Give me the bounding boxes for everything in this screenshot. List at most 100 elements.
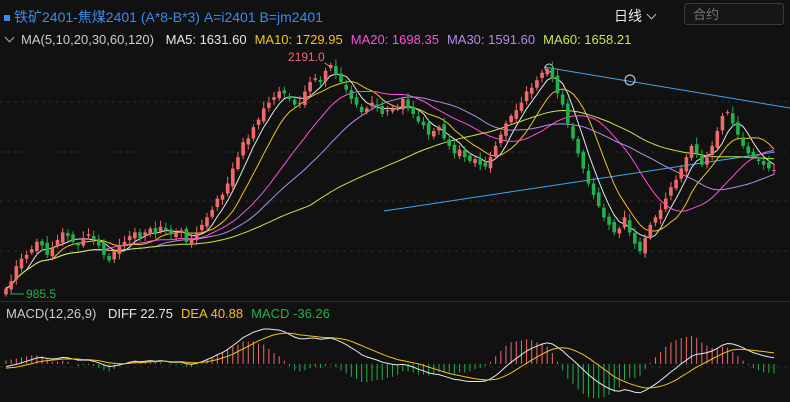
candle-body	[318, 79, 323, 83]
candle-body	[736, 122, 740, 135]
candle-body	[4, 288, 8, 295]
candle-body	[658, 209, 663, 220]
ma5-line	[5, 73, 775, 290]
candle-body	[40, 241, 44, 246]
candle-body	[684, 157, 689, 172]
candle-body	[385, 110, 390, 112]
candle-body	[127, 236, 132, 241]
candle-body	[220, 194, 225, 200]
candle-body	[715, 130, 720, 148]
candle-body	[499, 134, 503, 144]
candle-body	[297, 102, 302, 104]
candle-body	[225, 183, 230, 194]
candle-body	[303, 91, 307, 105]
candle-body	[344, 84, 348, 90]
candle-body	[395, 106, 400, 108]
candle-body	[700, 155, 704, 165]
candle-body	[390, 108, 395, 112]
candle-body	[457, 149, 462, 157]
candle-body	[184, 228, 189, 242]
candle-body	[761, 160, 766, 165]
candle-body	[663, 198, 668, 210]
lower-trendline	[383, 151, 776, 212]
trendline-handle	[624, 74, 636, 86]
candle-body	[591, 183, 596, 195]
candle-body	[524, 91, 529, 102]
candle-body	[504, 123, 508, 136]
candle-body	[473, 159, 477, 164]
candle-body	[277, 91, 281, 99]
macd-legend-item-0: DIFF 22.75	[107, 306, 173, 321]
candle-body	[643, 238, 647, 254]
candle-body	[339, 73, 343, 83]
candle-body	[581, 151, 586, 169]
candle-body	[514, 110, 519, 119]
macd-legend-label: MACD(12,26,9)	[6, 306, 97, 321]
candle-body	[710, 145, 714, 155]
candle-body	[725, 112, 730, 114]
candle-body	[308, 82, 312, 92]
candle-body	[14, 266, 19, 280]
period-selector[interactable]: 日线	[614, 6, 657, 26]
candle-body	[205, 217, 209, 227]
candle-body	[586, 170, 591, 184]
candle-body	[426, 123, 431, 135]
candle-body	[705, 157, 709, 165]
candle-body	[617, 228, 622, 234]
candle-body	[622, 217, 627, 228]
ma-legend: MA(5,10,20,30,60,120) MA5: 1631.60 MA10: …	[4, 32, 639, 47]
candle-body	[200, 224, 204, 231]
pane-divider[interactable]	[0, 301, 790, 302]
upper-trendline	[543, 66, 790, 109]
candle-body	[540, 72, 544, 78]
candle-body	[133, 232, 137, 239]
candle-body	[772, 169, 776, 171]
ma10-line	[5, 80, 775, 290]
candle-body	[81, 238, 86, 246]
candle-body	[519, 102, 524, 111]
instrument-title[interactable]: 铁矿2401-焦煤2401 (A*8-B*3) A=i2401 B=jm2401	[4, 7, 323, 27]
candle-body	[112, 251, 117, 260]
candle-body	[163, 227, 168, 231]
ma-legend-item-0: MA5: 1631.60	[165, 32, 247, 47]
candle-body	[478, 159, 483, 165]
candle-body	[401, 98, 405, 110]
candle-body	[452, 144, 457, 154]
candle-body	[313, 78, 318, 80]
candle-body	[189, 239, 194, 245]
candle-body	[468, 155, 472, 161]
ma20-line	[5, 91, 775, 290]
candle-body	[612, 222, 617, 233]
candle-body	[756, 159, 761, 161]
candle-body	[50, 247, 55, 257]
candle-body	[117, 245, 122, 254]
candle-body	[261, 108, 266, 122]
candle-body	[571, 126, 575, 139]
candle-body	[102, 242, 106, 255]
candle-body	[483, 162, 488, 167]
macd-diff-line	[5, 328, 775, 394]
candle-body	[29, 249, 34, 253]
candle-body	[107, 256, 111, 261]
candle-body	[246, 138, 251, 145]
candle-body	[437, 127, 441, 131]
candle-body	[158, 226, 163, 232]
candle-body	[236, 157, 240, 170]
candle-body	[256, 119, 261, 125]
candle-body	[45, 242, 50, 255]
candle-body	[148, 228, 153, 235]
candle-body	[354, 97, 359, 105]
candle-body	[411, 106, 415, 114]
candle-body	[19, 258, 24, 269]
candle-body	[432, 130, 436, 137]
candle-body	[607, 216, 611, 225]
candle-body	[535, 80, 539, 88]
candle-body	[674, 179, 678, 189]
candle-body	[380, 105, 385, 114]
candle-body	[76, 244, 80, 246]
candle-body	[488, 157, 493, 169]
candle-body	[71, 234, 75, 242]
macd-legend-item-2: MACD -36.26	[251, 306, 330, 321]
contract-search-input[interactable]	[684, 3, 784, 25]
